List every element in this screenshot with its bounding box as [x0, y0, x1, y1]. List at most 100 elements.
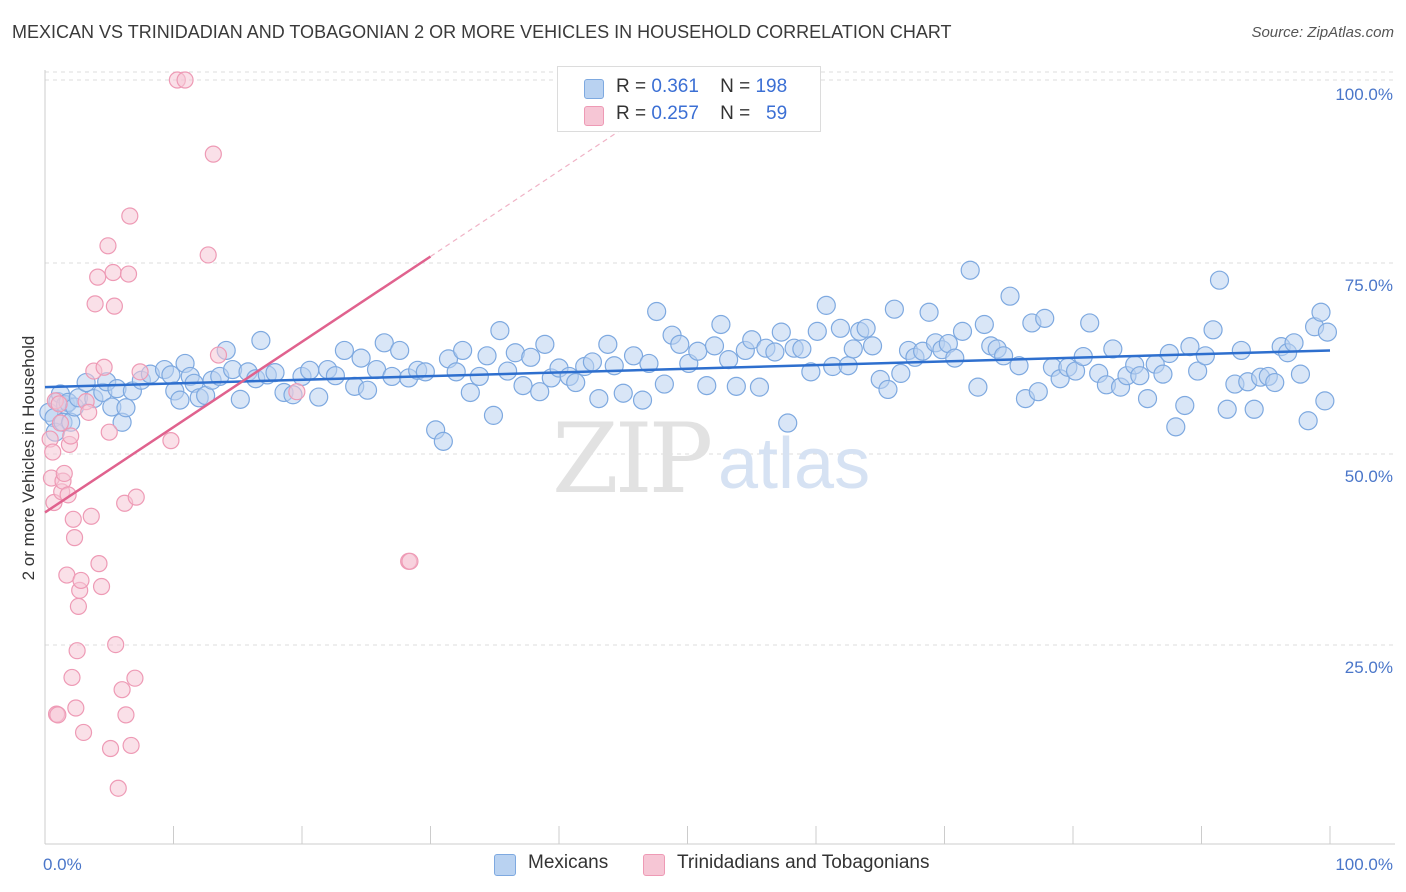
point-mexicans [843, 339, 863, 359]
point-mexicans [711, 314, 731, 335]
point-mexicans [498, 361, 518, 381]
point-mexicans [535, 334, 555, 354]
point-trinidadians [105, 297, 123, 315]
legend-swatch-pink [643, 854, 665, 876]
point-trinidadians [117, 706, 135, 724]
point-mexicans [994, 346, 1014, 366]
point-mexicans [778, 413, 798, 433]
x-tick-label: 0.0% [43, 855, 82, 874]
point-mexicans [1035, 308, 1055, 328]
point-trinidadians [82, 507, 100, 525]
axes [44, 70, 1395, 845]
point-trinidadians [90, 555, 108, 573]
legend-n-value: 59 [766, 103, 788, 124]
legend-swatch-blue [494, 854, 516, 876]
point-mexicans [838, 356, 858, 376]
point-mexicans [945, 348, 965, 368]
trend-line-trinidadians [44, 255, 432, 514]
point-mexicans [1265, 372, 1285, 393]
legend-r-label: R = [616, 103, 647, 124]
point-mexicans [582, 352, 603, 372]
point-mexicans [1130, 366, 1150, 386]
point-mexicans [1231, 340, 1251, 361]
point-trinidadians [72, 571, 90, 590]
point-mexicans [1028, 382, 1048, 402]
point-trinidadians [209, 346, 228, 364]
point-mexicans [1188, 361, 1208, 381]
point-trinidadians [49, 706, 67, 724]
point-trinidadians [288, 383, 306, 401]
point-mexicans [230, 389, 250, 409]
point-mexicans [878, 379, 898, 400]
point-mexicans [374, 333, 394, 353]
point-mexicans [1166, 417, 1186, 437]
point-mexicans [1244, 399, 1264, 419]
x-tick-label: 100.0% [1335, 855, 1393, 874]
point-mexicans [513, 376, 533, 396]
point-trinidadians [65, 529, 84, 547]
point-mexicans [1195, 346, 1215, 366]
watermark: ZIP atlas [552, 403, 870, 515]
legend-r-label: R = [616, 76, 647, 97]
point-mexicans [623, 346, 644, 366]
point-mexicans [1217, 399, 1237, 419]
point-mexicans [490, 320, 510, 341]
point-trinidadians [50, 395, 68, 413]
point-trinidadians [100, 423, 118, 441]
point-mexicans [433, 431, 453, 451]
point-mexicans [719, 350, 739, 370]
point-trinidadians [204, 145, 222, 163]
point-mexicans [390, 340, 410, 361]
point-mexicans [952, 321, 973, 341]
point-mexicans [598, 334, 618, 354]
point-mexicans [116, 398, 136, 418]
point-mexicans [919, 302, 939, 322]
point-mexicans [771, 322, 791, 342]
point-trinidadians [55, 464, 73, 483]
point-mexicans [647, 301, 667, 322]
point-mexicans [460, 382, 480, 403]
point-trinidadians [162, 432, 180, 450]
chart-title: MEXICAN VS TRINIDADIAN AND TOBAGONIAN 2 … [12, 22, 952, 42]
legend-n-label: N = [720, 76, 751, 97]
point-trinidadians [131, 363, 149, 381]
point-mexicans [1203, 320, 1223, 340]
point-mexicans [742, 330, 762, 350]
point-mexicans [446, 362, 466, 382]
point-trinidadians [92, 577, 111, 596]
point-mexicans [639, 353, 659, 374]
point-mexicans [1009, 356, 1029, 376]
x-tick-labels: 0.0% 100.0% [43, 855, 1393, 874]
legend-n-label: N = [720, 103, 751, 124]
point-trinidadians [68, 642, 86, 660]
point-mexicans [1153, 364, 1173, 384]
point-mexicans [1315, 391, 1335, 411]
point-trinidadians [80, 403, 98, 421]
point-mexicans [1080, 313, 1100, 333]
point-trinidadians [44, 443, 62, 461]
point-mexicans [1175, 395, 1195, 416]
point-mexicans [632, 390, 653, 410]
point-mexicans [974, 314, 994, 335]
point-mexicans [1209, 270, 1230, 290]
legend-r-value: 0.257 [651, 103, 699, 124]
point-trinidadians [101, 739, 120, 758]
point-mexicans [300, 360, 320, 380]
point-trinidadians [86, 295, 104, 313]
point-mexicans [589, 388, 609, 409]
point-mexicans [170, 390, 190, 410]
trend-extension-trinidadians [430, 119, 637, 257]
point-mexicans [765, 342, 785, 362]
point-trinidadians [122, 736, 140, 755]
point-trinidadians [127, 488, 145, 506]
point-trinidadians [89, 268, 107, 286]
point-trinidadians [121, 207, 139, 225]
legend-n-value: 198 [755, 76, 788, 97]
point-mexicans [521, 347, 541, 367]
point-mexicans [801, 362, 821, 382]
point-mexicans [1103, 339, 1123, 359]
point-mexicans [309, 387, 329, 407]
point-mexicans [688, 341, 708, 361]
point-trinidadians [401, 552, 419, 570]
point-trinidadians [99, 237, 117, 255]
